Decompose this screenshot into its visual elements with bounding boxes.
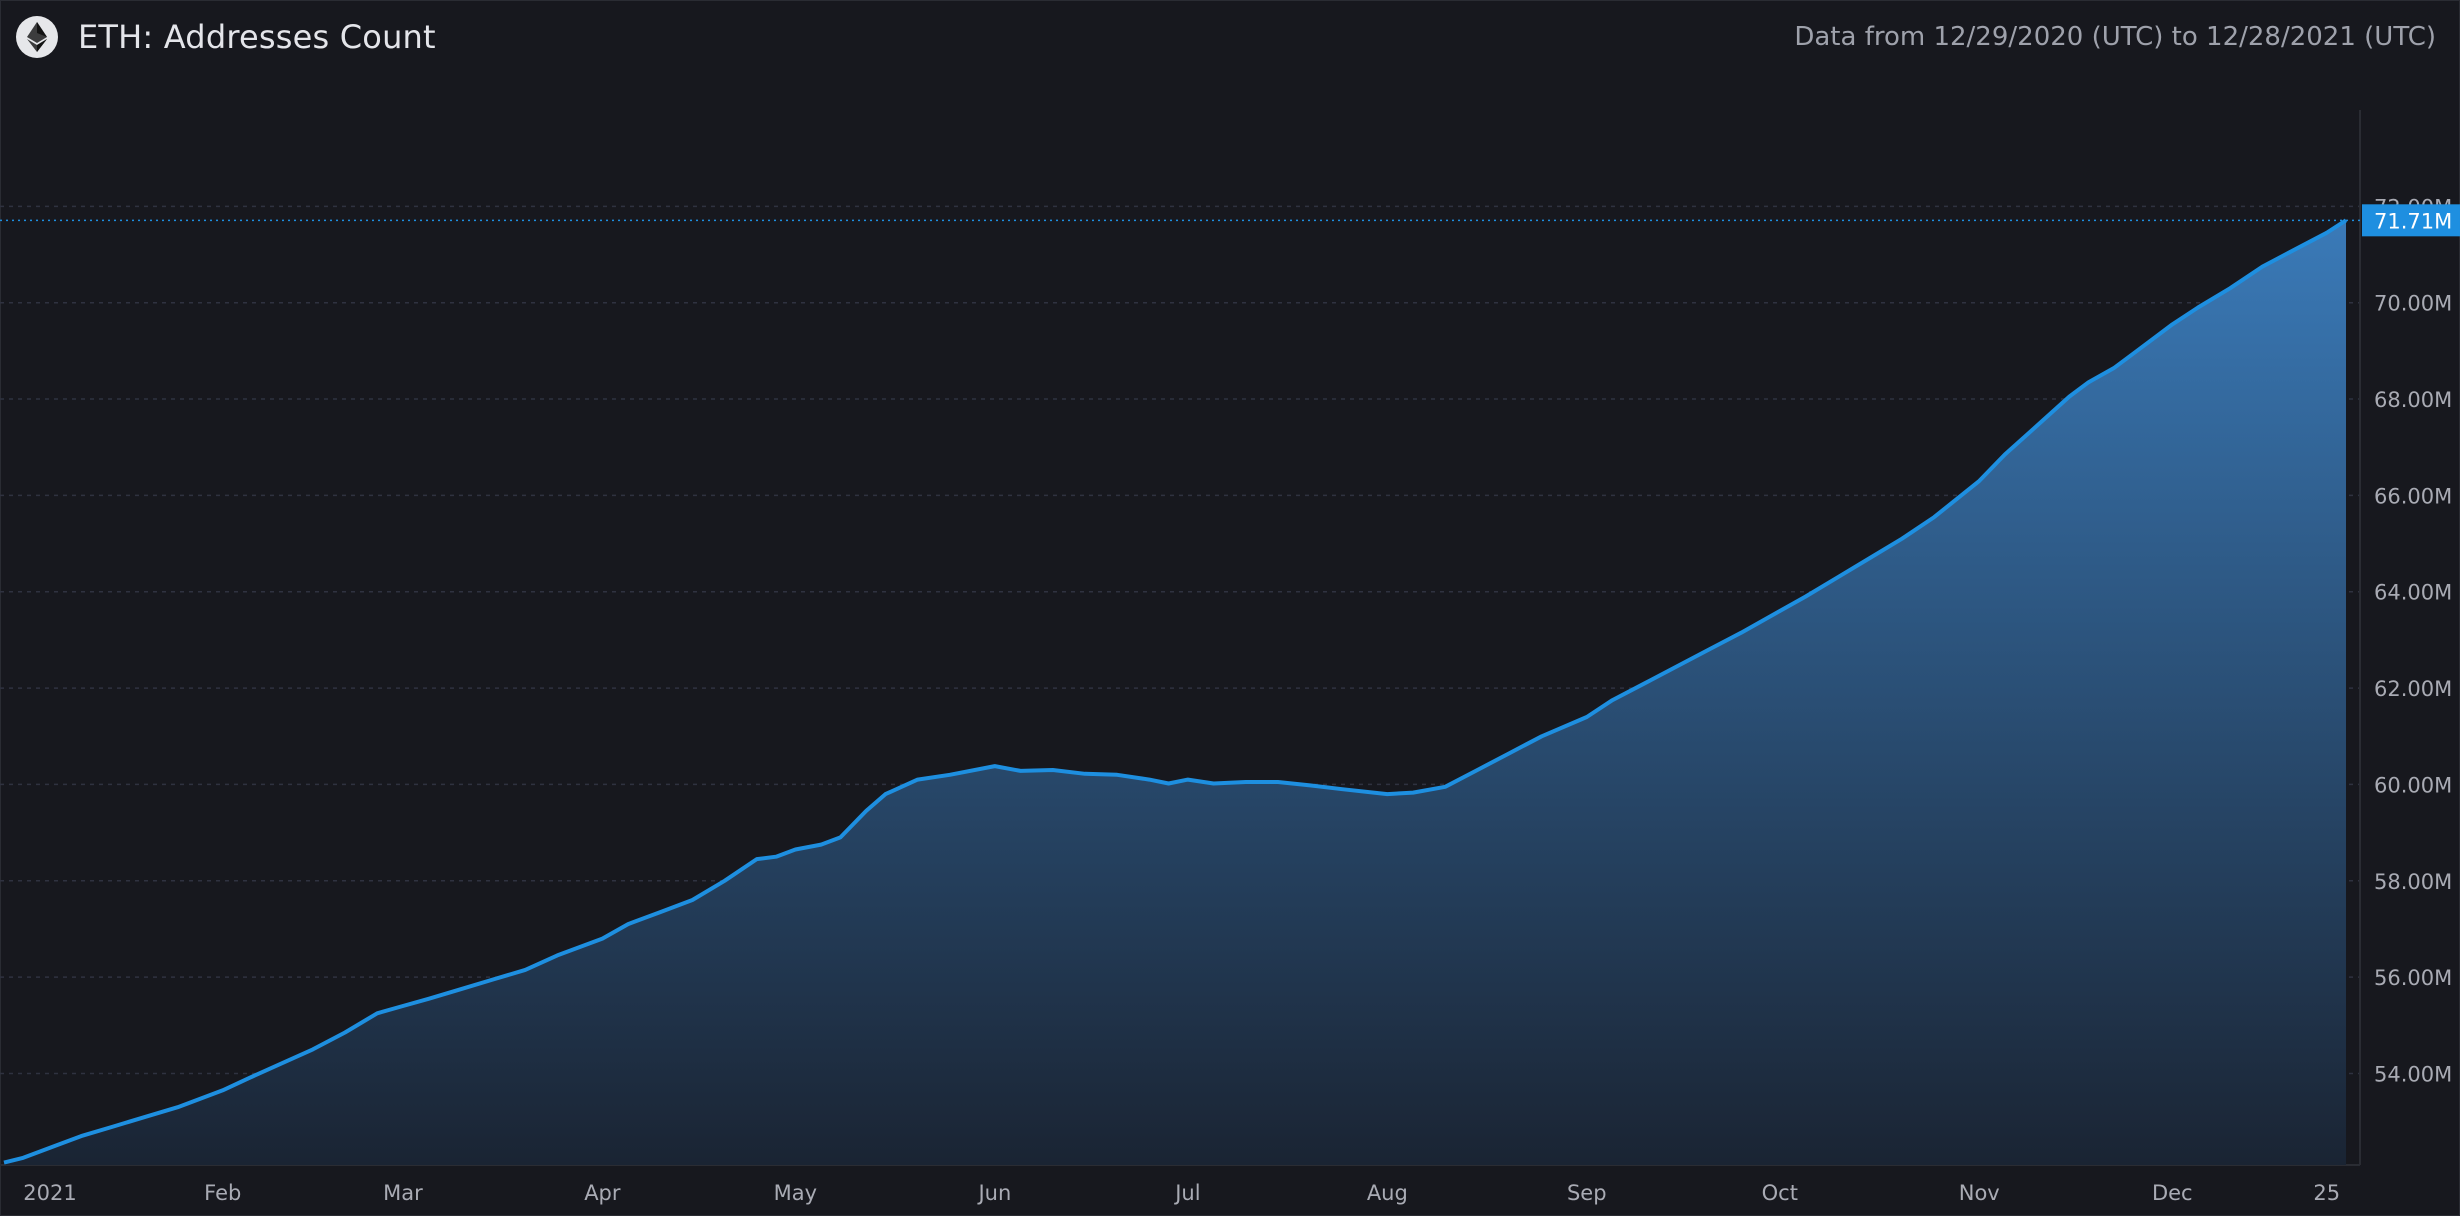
x-tick-label: 25	[2313, 1181, 2340, 1205]
y-tick-label: 64.00M	[2374, 581, 2452, 605]
x-tick-label: Apr	[584, 1181, 621, 1205]
y-tick-label: 70.00M	[2374, 292, 2452, 316]
chart-header: ETH: Addresses Count Data from 12/29/202…	[0, 0, 2460, 80]
y-tick-label: 68.00M	[2374, 388, 2452, 412]
x-tick-label: Dec	[2152, 1181, 2193, 1205]
series-area	[4, 220, 2346, 1166]
y-tick-label: 58.00M	[2374, 870, 2452, 894]
page-title: ETH: Addresses Count	[78, 18, 436, 56]
y-tick-label: 62.00M	[2374, 677, 2452, 701]
x-tick-label: Sep	[1567, 1181, 1607, 1205]
y-tick-label: 54.00M	[2374, 1062, 2452, 1086]
x-tick-label: May	[774, 1181, 817, 1205]
date-range-label: Data from 12/29/2020 (UTC) to 12/28/2021…	[1794, 22, 2436, 52]
last-value-label: 71.71M	[2374, 209, 2452, 233]
x-tick-label: Oct	[1762, 1181, 1798, 1205]
y-tick-label: 66.00M	[2374, 484, 2452, 508]
x-tick-label: Jun	[976, 1181, 1011, 1205]
x-tick-label: Feb	[204, 1181, 241, 1205]
y-tick-label: 56.00M	[2374, 966, 2452, 990]
series-line[interactable]	[3, 218, 2348, 1165]
x-tick-label: Nov	[1959, 1181, 2000, 1205]
x-tick-label: Aug	[1367, 1181, 1408, 1205]
y-tick-label: 60.00M	[2374, 773, 2452, 797]
x-tick-label: Mar	[383, 1181, 423, 1205]
x-tick-label: Jul	[1173, 1181, 1200, 1205]
ethereum-icon	[16, 16, 58, 58]
x-tick-label: 2021	[23, 1181, 76, 1205]
last-value-badge	[2362, 204, 2460, 237]
